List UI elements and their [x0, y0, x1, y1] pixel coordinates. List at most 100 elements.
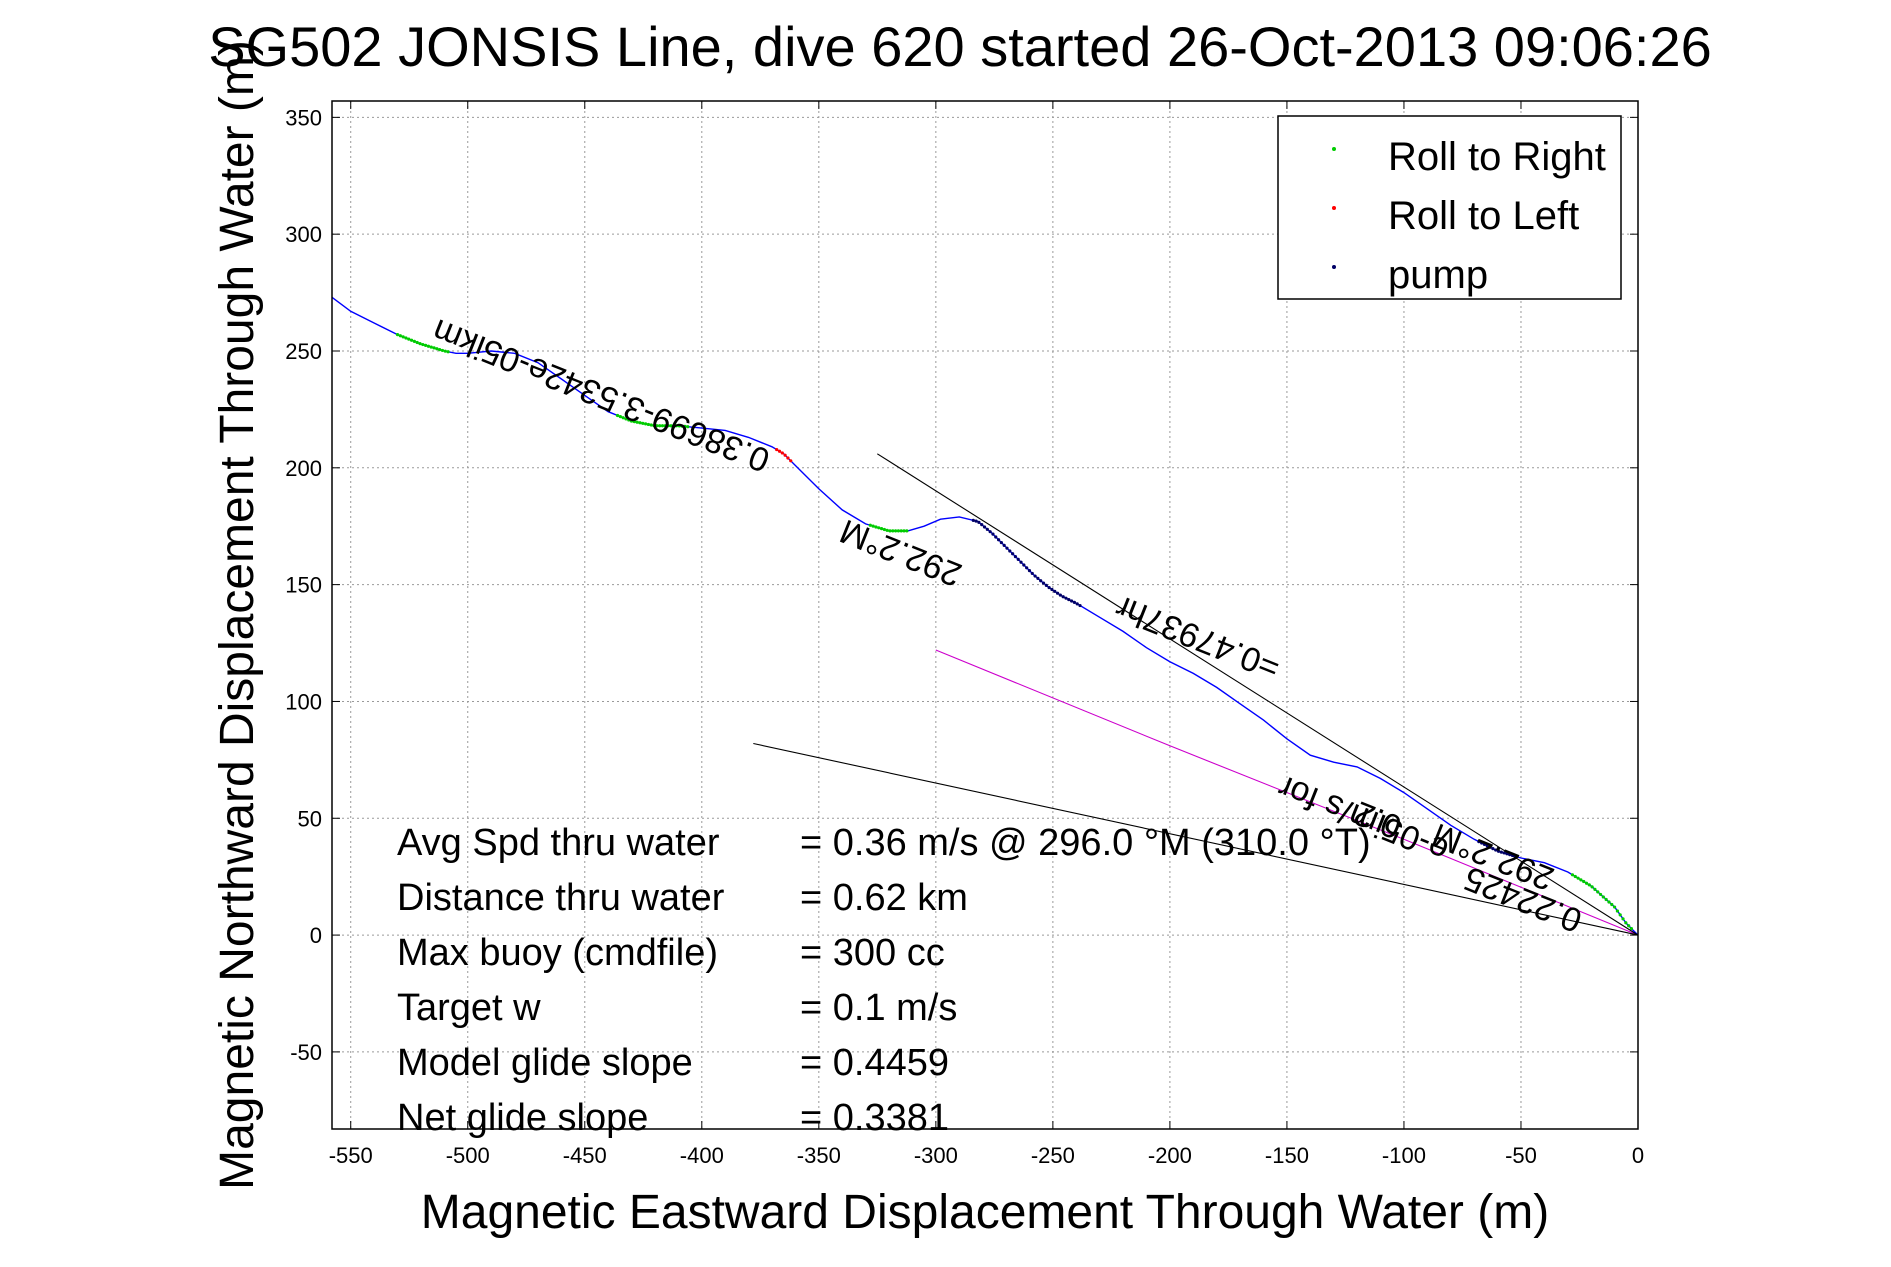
roll-to-right-marker	[896, 529, 901, 533]
roll-to-right-marker	[1612, 905, 1617, 909]
chart-title: SG502 JONSIS Line, dive 620 started 26-O…	[208, 15, 1712, 78]
roll-to-right-marker	[683, 424, 687, 429]
pump-marker	[1016, 557, 1020, 561]
roll-to-left-marker	[780, 451, 784, 455]
pump-marker	[999, 540, 1003, 545]
roll-to-right-marker	[1629, 926, 1634, 931]
x-tick-label: -50	[1505, 1143, 1537, 1168]
roll-to-right-marker	[641, 421, 645, 425]
roll-to-right-marker	[627, 418, 631, 422]
pump-marker	[982, 525, 987, 529]
roll-to-right-marker	[902, 529, 906, 533]
roll-to-right-marker	[879, 527, 884, 531]
pump-marker	[1030, 571, 1034, 576]
roll-to-right-marker	[885, 528, 889, 532]
stat-value-max-buoy: = 300 cc	[800, 932, 945, 974]
y-tick-label: 100	[285, 689, 322, 714]
stat-label-target-w: Target w	[397, 987, 541, 1029]
y-tick-label: 300	[285, 222, 322, 247]
pump-marker	[1013, 554, 1018, 559]
roll-to-right-marker	[1596, 890, 1600, 894]
roll-to-right-marker	[677, 424, 681, 428]
roll-to-right-marker	[1601, 895, 1605, 899]
pump-marker	[974, 519, 978, 523]
roll-to-right-marker	[407, 337, 411, 341]
stat-label-avg-speed: Avg Spd thru water	[397, 822, 720, 864]
pump-marker	[1064, 596, 1068, 600]
dive-stats: Avg Spd thru water = 0.36 m/s @ 296.0 °M…	[397, 822, 1371, 1139]
plot-frame	[331, 100, 1639, 1130]
legend-label-pump: pump	[1388, 253, 1488, 297]
pump-marker	[1508, 853, 1512, 857]
pump-marker	[971, 518, 975, 522]
pump-marker	[1502, 851, 1506, 855]
roll-to-right-marker	[655, 424, 659, 428]
x-tick-label: -300	[914, 1143, 958, 1168]
pump-marker	[1477, 840, 1481, 844]
pump-marker	[1033, 574, 1037, 578]
legend: Roll to Right Roll to Left pump	[1277, 115, 1622, 300]
stat-label-model-glide: Model glide slope	[397, 1042, 693, 1084]
roll-to-left-marker	[775, 447, 779, 452]
roll-to-right-marker	[446, 350, 450, 354]
x-tick-label: -100	[1382, 1143, 1426, 1168]
roll-to-right-marker	[663, 424, 667, 428]
roll-to-right-marker	[877, 526, 881, 530]
roll-to-right-marker	[1576, 876, 1580, 880]
x-tick-label: -500	[446, 1143, 490, 1168]
roll-to-right-marker	[618, 414, 622, 419]
roll-to-left-marker	[777, 449, 782, 453]
pump-marker	[1047, 585, 1051, 590]
pump-marker	[1078, 603, 1082, 608]
stat-value-target-w: = 0.1 m/s	[800, 987, 957, 1029]
roll-to-right-marker	[888, 529, 892, 533]
roll-to-right-marker	[424, 343, 428, 347]
roll-to-right-marker	[672, 424, 676, 428]
stat-value-distance: = 0.62 km	[800, 877, 968, 919]
roll-to-right-marker	[624, 417, 628, 421]
axis-ticks	[332, 101, 1639, 1129]
roll-to-right-marker	[674, 424, 679, 428]
pump-marker	[1496, 849, 1501, 853]
x-tick-label: -250	[1031, 1143, 1075, 1168]
roll-to-right-marker	[874, 525, 878, 529]
roll-to-right-marker	[1627, 924, 1631, 928]
pump-marker	[1041, 581, 1046, 585]
roll-to-right-marker	[899, 529, 903, 533]
x-tick-label: -550	[329, 1143, 373, 1168]
y-tick-label: 200	[285, 456, 322, 481]
pump-marker	[980, 523, 984, 527]
roll-to-right-marker	[435, 347, 439, 351]
pump-marker	[1510, 853, 1515, 858]
pump-marker	[1513, 854, 1517, 858]
roll-to-right-marker	[660, 424, 665, 428]
legend-label-roll-right: Roll to Right	[1388, 135, 1606, 179]
pump-marker	[1036, 576, 1040, 580]
stat-value-net-glide: = 0.3381	[800, 1097, 949, 1139]
pump-marker	[977, 520, 981, 524]
y-tick-label: -50	[290, 1040, 322, 1065]
x-tick-label: -200	[1148, 1143, 1192, 1168]
pump-marker	[1008, 549, 1012, 553]
stat-value-avg-speed: = 0.36 m/s @ 296.0 °M (310.0 °T)	[800, 822, 1371, 864]
roll-to-right-marker	[666, 424, 670, 428]
axis-tick-labels: -550 -500 -450 -400 -350 -300 -250 -200 -150 -100…	[285, 105, 1644, 1168]
roll-to-right-marker	[1598, 892, 1603, 897]
roll-to-right-marker	[658, 424, 662, 428]
roll-to-right-marker	[868, 523, 872, 527]
roll-to-right-marker	[404, 336, 408, 340]
roll-to-right-marker	[1624, 921, 1628, 925]
roll-to-right-marker	[638, 421, 642, 425]
stat-label-max-buoy: Max buoy (cmdfile)	[397, 932, 718, 974]
roll-to-right-marker	[415, 340, 419, 345]
pump-marker	[1061, 595, 1065, 599]
x-tick-label: -350	[797, 1143, 841, 1168]
pump-marker	[1011, 552, 1015, 556]
roll-to-right-marker	[905, 529, 909, 533]
y-tick-label: 0	[310, 923, 322, 948]
roll-to-right-marker	[1618, 913, 1622, 917]
pump-marker	[1025, 566, 1029, 570]
roll-to-right-marker	[1593, 887, 1597, 891]
